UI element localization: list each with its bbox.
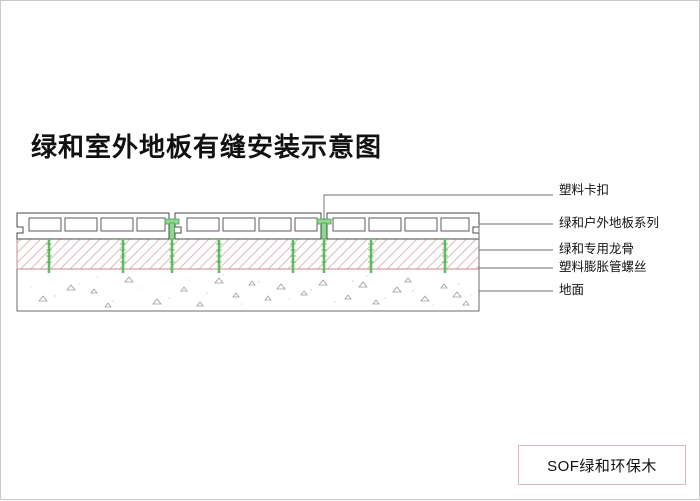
label-expansion-screw: 塑料膨胀管螺丝 [559,260,647,274]
screw-thread-detail [46,243,448,263]
label-ground: 地面 [559,283,585,297]
label-special-joist: 绿和专用龙骨 [559,242,635,256]
ground-layer [16,268,480,312]
deck-board-layer [16,212,480,240]
leader-plastic-clip [323,194,553,220]
label-outdoor-deck-series: 绿和户外地板系列 [559,216,660,230]
brand-text: SOF绿和环保木 [547,457,657,475]
ground-speckles [30,274,472,306]
page-title: 绿和室外地板有缝安装示意图 [31,132,383,162]
brand-box: SOF绿和环保木 [518,445,686,485]
board-hollow-core [28,217,470,232]
ground-aggregate-texture [38,276,470,308]
joist-layer [16,238,480,270]
leader-lines [323,194,553,292]
label-plastic-clip: 塑料卡扣 [559,183,610,197]
